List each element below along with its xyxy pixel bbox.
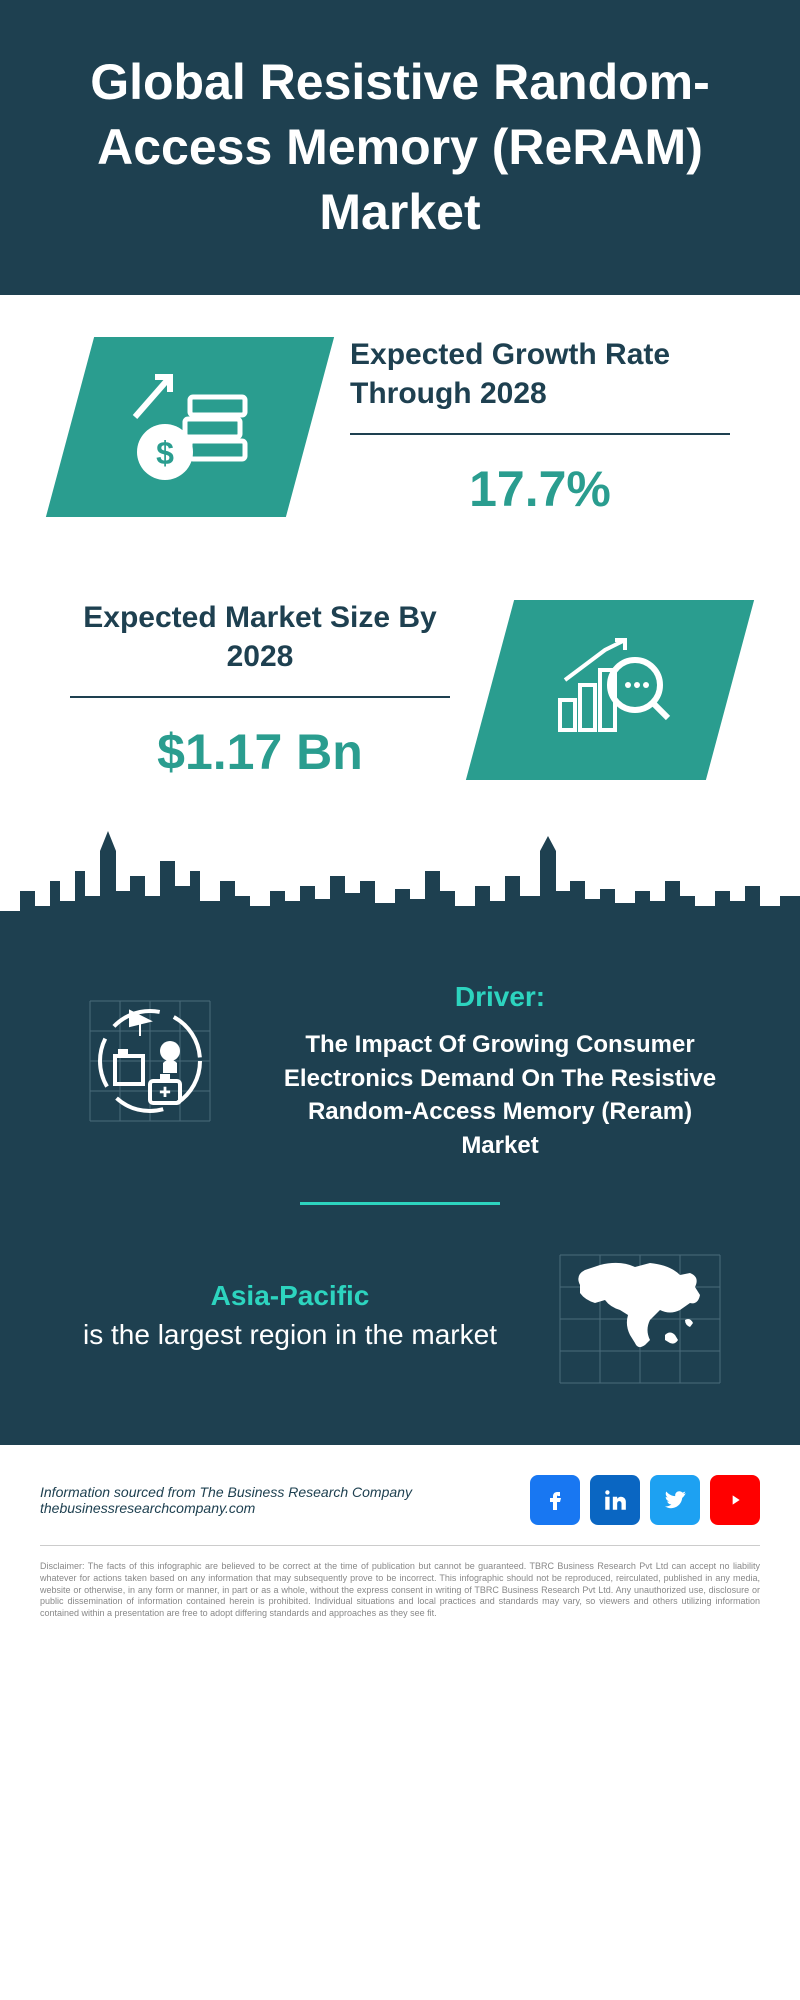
- growth-stat-block: Expected Growth Rate Through 2028 17.7%: [350, 335, 730, 518]
- chart-magnify-icon: [540, 630, 680, 750]
- region-text: Asia-Pacific is the largest region in th…: [70, 1276, 510, 1354]
- social-icons: [530, 1475, 760, 1525]
- source-line1: Information sourced from The Business Re…: [40, 1484, 412, 1500]
- market-value: $1.17 Bn: [70, 723, 450, 781]
- region-desc: is the largest region in the market: [83, 1319, 497, 1350]
- linkedin-icon[interactable]: [590, 1475, 640, 1525]
- disclaimer-text: Disclaimer: The facts of this infographi…: [40, 1561, 760, 1619]
- electronics-icon: ✚: [70, 981, 230, 1141]
- money-growth-icon: $: [120, 367, 260, 487]
- header: Global Resistive Random-Access Memory (R…: [0, 0, 800, 295]
- driver-text-block: Driver: The Impact Of Growing Consumer E…: [270, 981, 730, 1162]
- region-highlight: Asia-Pacific: [211, 1280, 370, 1311]
- page-title: Global Resistive Random-Access Memory (R…: [60, 50, 740, 245]
- divider: [70, 696, 450, 698]
- skyline-graphic: [0, 821, 800, 941]
- growth-icon-box: $: [46, 337, 334, 517]
- facebook-icon[interactable]: [530, 1475, 580, 1525]
- footer-top: Information sourced from The Business Re…: [40, 1475, 760, 1546]
- youtube-icon[interactable]: [710, 1475, 760, 1525]
- market-size-section: Expected Market Size By 2028 $1.17 Bn: [0, 558, 800, 821]
- driver-row: ✚ Driver: The Impact Of Growing Consumer…: [70, 981, 730, 1162]
- analysis-icon-box: [466, 600, 754, 780]
- growth-value: 17.7%: [350, 460, 730, 518]
- dark-info-section: ✚ Driver: The Impact Of Growing Consumer…: [0, 941, 800, 1445]
- growth-label: Expected Growth Rate Through 2028: [350, 335, 730, 413]
- footer: Information sourced from The Business Re…: [0, 1445, 800, 1639]
- svg-text:✚: ✚: [159, 1084, 171, 1100]
- growth-rate-section: $ Expected Growth Rate Through 2028 17.7…: [0, 295, 800, 558]
- divider: [350, 433, 730, 435]
- region-row: Asia-Pacific is the largest region in th…: [70, 1245, 730, 1385]
- svg-text:$: $: [156, 435, 174, 471]
- teal-divider: [300, 1202, 500, 1205]
- driver-description: The Impact Of Growing Consumer Electroni…: [270, 1028, 730, 1162]
- market-stat-block: Expected Market Size By 2028 $1.17 Bn: [70, 598, 450, 781]
- twitter-icon[interactable]: [650, 1475, 700, 1525]
- asia-map-icon: [550, 1245, 730, 1385]
- footer-source: Information sourced from The Business Re…: [40, 1484, 412, 1516]
- market-label: Expected Market Size By 2028: [70, 598, 450, 676]
- source-line2: thebusinessresearchcompany.com: [40, 1500, 412, 1516]
- driver-label: Driver:: [270, 981, 730, 1013]
